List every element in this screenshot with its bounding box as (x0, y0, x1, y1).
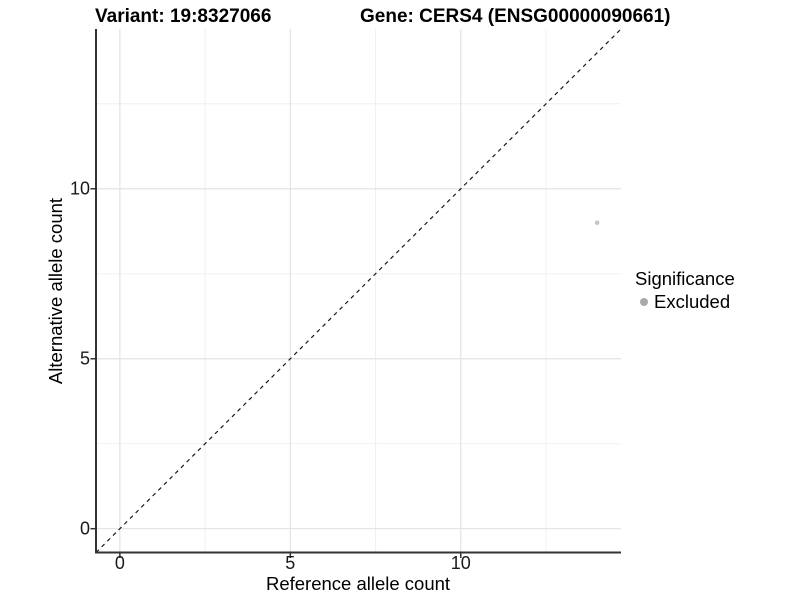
x-tick-label: 0 (114, 553, 125, 573)
y-tick-label: 5 (79, 348, 90, 369)
y-axis-title: Alternative allele count (45, 197, 66, 385)
y-tick-label: 0 (79, 518, 90, 539)
x-tick-label: 10 (450, 553, 471, 573)
data-point (594, 220, 600, 226)
legend-item-excluded: Excluded (635, 291, 735, 312)
legend-item-label: Excluded (654, 291, 731, 312)
x-tick-label: 5 (285, 553, 296, 573)
y-tick-label: 10 (69, 178, 90, 199)
plot-title-gene: Gene: CERS4 (ENSG00000090661) (360, 6, 671, 27)
x-axis-title: Reference allele count (265, 573, 451, 594)
legend: Significance Excluded (635, 268, 735, 312)
plot-title-variant: Variant: 19:8327066 (95, 6, 272, 27)
legend-title: Significance (635, 268, 735, 289)
legend-point-icon (640, 297, 648, 306)
identity-dashed-line (95, 28, 622, 553)
